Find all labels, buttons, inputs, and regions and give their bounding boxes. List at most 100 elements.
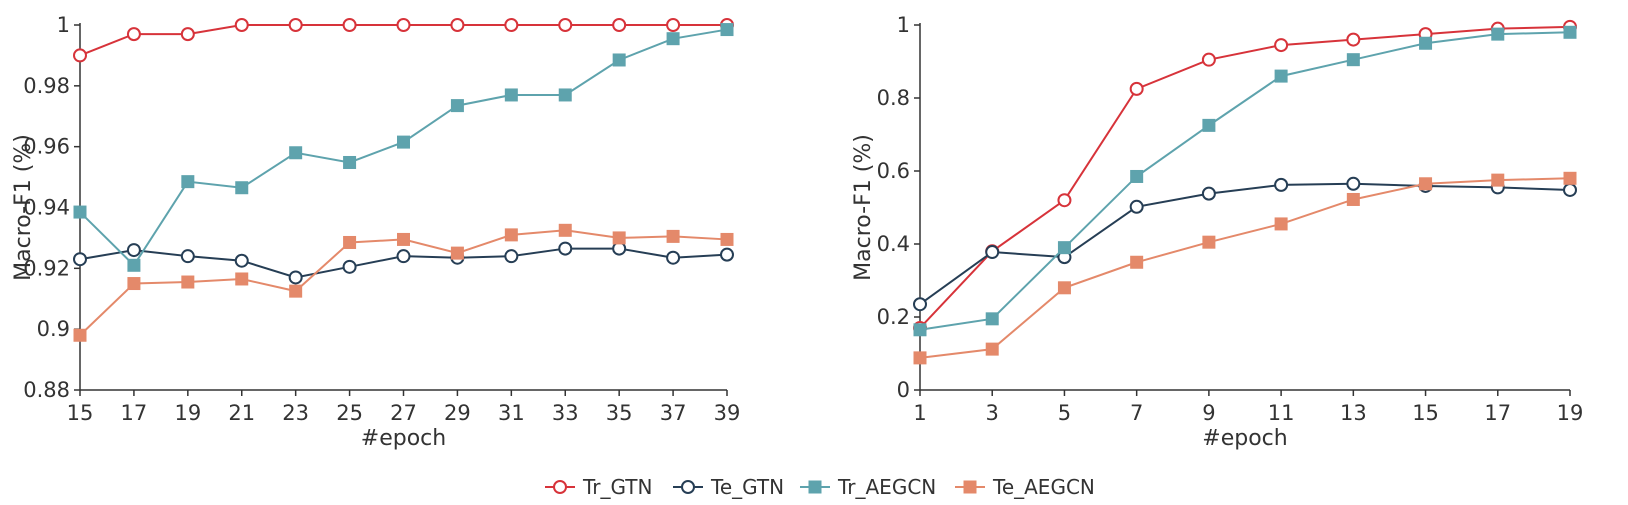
data-point-tr_gtn — [1274, 38, 1289, 53]
data-point-te_gtn — [342, 259, 357, 274]
x-tick-label: 39 — [714, 401, 741, 425]
data-point-tr_gtn — [612, 18, 627, 32]
data-point-te_gtn — [1274, 177, 1289, 192]
data-point-te_aegcn — [181, 275, 195, 289]
data-point-tr_aegcn — [450, 99, 464, 113]
data-point-te_gtn — [558, 241, 573, 256]
x-tick-label: 1 — [913, 401, 926, 425]
data-point-tr_gtn — [1129, 81, 1144, 96]
data-point-te_aegcn — [504, 228, 518, 242]
data-point-tr_aegcn — [181, 175, 195, 189]
data-point-tr_aegcn — [397, 135, 410, 149]
data-point-tr_aegcn — [1346, 53, 1360, 67]
data-point-tr_aegcn — [558, 88, 572, 102]
data-point-tr_gtn — [180, 27, 195, 42]
series-te_gtn — [73, 241, 734, 285]
y-tick-label: 0.9 — [37, 317, 70, 341]
data-point-tr_aegcn — [1057, 241, 1071, 255]
data-point-tr_aegcn — [666, 32, 680, 46]
x-tick-label: 19 — [1557, 401, 1584, 425]
y-tick-label: 0.88 — [23, 378, 70, 402]
y-tick-label: 0.2 — [877, 305, 910, 329]
x-tick-label: 21 — [228, 401, 255, 425]
data-point-te_gtn — [73, 252, 87, 267]
x-tick-label: 33 — [552, 401, 579, 425]
y-tick-label: 1 — [57, 13, 70, 37]
series-te_aegcn — [73, 223, 734, 342]
chart-left: 0.88 0.9 0.92 0.94 0.96 0.98 1 15 17 19 21 23 25 27 29… — [11, 13, 740, 451]
data-point-te_gtn — [180, 249, 195, 264]
data-point-tr_gtn — [1201, 52, 1216, 67]
legend-marker-tr_gtn — [553, 480, 567, 494]
x-tick-label: 11 — [1268, 401, 1295, 425]
legend-marker-te_aegcn — [963, 480, 977, 494]
data-point-te_gtn — [913, 297, 927, 312]
y-tick-label: 0.4 — [877, 232, 910, 256]
series-line-te_aegcn — [79, 229, 728, 336]
data-point-tr_aegcn — [913, 323, 927, 337]
data-point-te_aegcn — [235, 272, 249, 286]
data-point-te_gtn — [985, 245, 1000, 260]
data-point-te_gtn — [666, 250, 681, 265]
legend: Tr_GTN Te_GTN Tr_AEGCN Te_AEGCN — [545, 475, 1095, 499]
data-point-tr_gtn — [504, 18, 519, 32]
legend-item-tr_gtn: Tr_GTN — [545, 475, 652, 499]
x-tick-label: 17 — [1484, 401, 1511, 425]
y-tick-label: 0.94 — [23, 196, 70, 220]
y-axis-title: Macro-F1 (%) — [11, 134, 36, 281]
data-point-te_aegcn — [1491, 173, 1505, 187]
legend-item-tr_aegcn: Tr_AEGCN — [800, 475, 936, 499]
legend-label-tr_gtn: Tr_GTN — [582, 475, 652, 499]
data-point-tr_aegcn — [720, 23, 734, 37]
x-tick-label: 29 — [444, 401, 471, 425]
data-point-tr_gtn — [396, 18, 411, 32]
data-point-te_aegcn — [397, 232, 410, 246]
series-te_aegcn — [913, 171, 1577, 365]
data-point-tr_aegcn — [1274, 69, 1288, 83]
x-axis-title: #epoch — [361, 426, 446, 451]
data-point-te_aegcn — [1274, 217, 1288, 231]
legend-marker-te_gtn — [681, 480, 695, 494]
data-point-te_aegcn — [343, 235, 357, 249]
x-axis-title: #epoch — [1202, 426, 1287, 451]
data-point-te_gtn — [234, 253, 249, 268]
data-point-te_gtn — [1129, 199, 1144, 214]
x-tick-label: 23 — [282, 401, 309, 425]
x-tick-label: 25 — [336, 401, 363, 425]
data-point-tr_gtn — [73, 48, 87, 63]
data-point-te_gtn — [720, 247, 734, 262]
series-tr_aegcn — [913, 25, 1577, 337]
x-tick-label: 13 — [1340, 401, 1367, 425]
data-point-te_gtn — [126, 243, 141, 258]
y-tick-label: 0.96 — [23, 135, 70, 159]
x-tick-label: 19 — [174, 401, 201, 425]
data-point-tr_aegcn — [235, 181, 249, 195]
data-point-tr_aegcn — [1491, 27, 1505, 41]
y-tick-label: 0.8 — [877, 86, 910, 110]
data-point-tr_gtn — [288, 18, 303, 32]
data-point-tr_aegcn — [289, 146, 303, 160]
data-point-tr_aegcn — [1130, 169, 1144, 183]
data-point-te_aegcn — [1057, 281, 1071, 295]
legend-marker-tr_aegcn — [808, 480, 822, 494]
data-point-te_aegcn — [612, 231, 626, 245]
x-tick-label: 35 — [606, 401, 633, 425]
data-point-tr_gtn — [450, 18, 465, 32]
data-point-tr_gtn — [342, 18, 357, 32]
x-tick-label: 17 — [121, 401, 148, 425]
data-point-tr_aegcn — [1419, 36, 1433, 50]
x-tick-label: 15 — [67, 401, 94, 425]
y-tick-label: 0.98 — [23, 74, 70, 98]
data-point-te_aegcn — [289, 284, 303, 298]
data-point-te_aegcn — [1563, 171, 1577, 185]
x-tick-label: 7 — [1130, 401, 1143, 425]
x-tick-label: 3 — [986, 401, 999, 425]
data-point-te_aegcn — [1130, 255, 1144, 269]
x-tick-label: 31 — [498, 401, 525, 425]
data-point-te_aegcn — [1202, 235, 1216, 249]
data-point-tr_gtn — [1057, 193, 1072, 208]
data-point-te_aegcn — [666, 229, 680, 243]
data-point-tr_aegcn — [73, 205, 87, 219]
data-point-te_gtn — [1563, 182, 1577, 197]
data-point-te_aegcn — [558, 223, 572, 237]
